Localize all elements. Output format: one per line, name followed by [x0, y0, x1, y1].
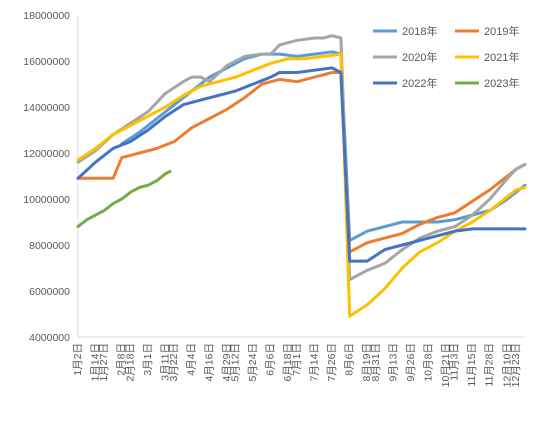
x-tick-label: 5月24日	[247, 343, 259, 382]
chart-legend: 2018年 2019年 2020年 2021年 2022年 2023年	[373, 24, 519, 90]
y-tick-label: 14000000	[23, 102, 70, 114]
series-line-2	[76, 71, 527, 254]
series-line-5	[76, 66, 527, 263]
x-tick-label: 12月10日	[501, 343, 513, 387]
x-tick-label: 10月8日	[422, 343, 434, 382]
x-tick-label: 12月23日	[510, 343, 522, 387]
x-tick-label: 3月11日	[159, 343, 171, 381]
x-tick-label: 9月26日	[405, 343, 417, 382]
legend-label: 2023年	[484, 76, 519, 90]
x-tick-label: 2月8日	[116, 343, 128, 376]
y-tick-label: 16000000	[23, 56, 70, 68]
y-tick-label: 8000000	[29, 240, 70, 252]
x-tick-label: 1月14日	[89, 343, 101, 382]
series-line-3	[76, 34, 527, 281]
y-axis-labels: 4000000 6000000 8000000 10000000 12000000 140…	[23, 10, 70, 344]
x-tick-label: 5月12日	[230, 343, 242, 382]
x-tick-label: 7月26日	[326, 343, 338, 382]
y-tick-label: 18000000	[23, 10, 70, 22]
x-tick-label: 3月1日	[142, 343, 154, 376]
legend-label: 2018年	[402, 24, 437, 38]
x-tick-label: 10月21日	[440, 343, 452, 387]
x-tick-label: 8月19日	[361, 343, 373, 382]
legend-label: 2022年	[402, 76, 437, 90]
y-tick-label: 12000000	[23, 148, 70, 160]
x-tick-label: 6月18日	[282, 343, 294, 382]
x-tick-label: 4月29日	[221, 343, 233, 382]
x-tick-label: 3月22日	[168, 343, 180, 382]
x-tick-label: 8月31日	[370, 343, 382, 382]
y-tick-label: 4000000	[29, 332, 70, 344]
x-tick-label: 1月2日	[72, 343, 84, 376]
y-tick-label: 10000000	[23, 194, 70, 206]
x-tick-label: 8月6日	[343, 343, 355, 376]
legend-label: 2020年	[402, 50, 437, 64]
x-tick-label: 4月16日	[203, 343, 215, 382]
legend-label: 2019年	[484, 24, 519, 38]
series-line-4	[76, 52, 527, 318]
x-tick-label: 7月1日	[291, 343, 303, 376]
legend-label: 2021年	[484, 50, 519, 64]
series-lines	[76, 34, 527, 318]
series-line-6	[76, 169, 172, 229]
x-tick-label: 11月15日	[466, 343, 478, 387]
x-tick-label: 6月6日	[265, 343, 277, 376]
x-tick-label: 2月18日	[124, 343, 136, 382]
x-tick-label: 9月13日	[387, 343, 399, 382]
x-tick-label: 1月27日	[98, 343, 110, 382]
y-tick-label: 6000000	[29, 286, 70, 298]
x-tick-label: 11月28日	[484, 343, 496, 387]
x-tick-label: 7月14日	[308, 343, 320, 382]
x-tick-label: 4月4日	[186, 343, 198, 376]
series-line-1	[120, 50, 527, 242]
x-tick-label: 11月3日	[449, 343, 461, 381]
